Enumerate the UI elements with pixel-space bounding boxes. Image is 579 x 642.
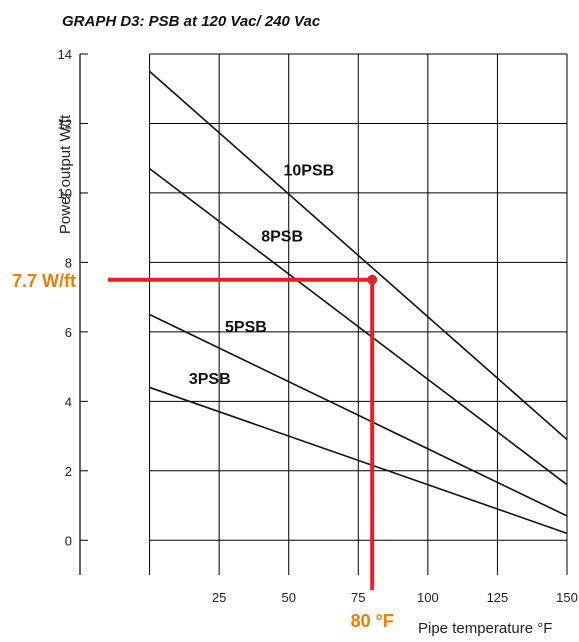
chart-title: GRAPH D3: PSB at 120 Vac/ 240 Vac	[62, 13, 321, 30]
x-tick-label: 50	[281, 590, 295, 605]
y-tick-label: 0	[65, 533, 72, 548]
y-tick-label: 8	[65, 255, 72, 270]
series-line	[149, 167, 568, 486]
y-axis-label: Power output W/ft	[57, 114, 74, 234]
y-tick-label: 4	[65, 394, 72, 409]
x-axis-label: Pipe temperature °F	[418, 620, 552, 637]
annotation-x-label: 80 °F	[351, 611, 394, 631]
annotation-y-label: 7.7 W/ft	[12, 271, 76, 291]
y-tick-label: 12	[58, 116, 72, 131]
x-tick-label: 100	[417, 590, 439, 605]
series-label: 3PSB	[189, 371, 231, 388]
y-tick-label: 14	[58, 47, 72, 62]
chart-grid	[79, 53, 568, 575]
series-line	[149, 313, 568, 517]
y-tick-label: 10	[58, 186, 72, 201]
series-label: 10PSB	[283, 163, 334, 180]
x-tick-label: 125	[487, 590, 509, 605]
x-tick-label: 25	[212, 590, 226, 605]
x-tick-label: 150	[556, 590, 578, 605]
annotation-point	[367, 274, 378, 285]
chart-ticks: 0 2 4 6 8 10 12 14 25 50 75 100 125 150	[58, 47, 578, 605]
series-label: 8PSB	[261, 229, 303, 246]
series-line	[149, 386, 568, 535]
x-tick-label: 75	[351, 590, 365, 605]
y-tick-label: 6	[65, 325, 72, 340]
chart-annotation: 7.7 W/ft 80 °F	[12, 271, 394, 631]
series-line	[149, 70, 568, 441]
series-label: 5PSB	[225, 319, 267, 336]
y-tick-label: 2	[65, 464, 72, 479]
chart-series: 10PSB 8PSB 5PSB 3PSB	[149, 70, 568, 535]
